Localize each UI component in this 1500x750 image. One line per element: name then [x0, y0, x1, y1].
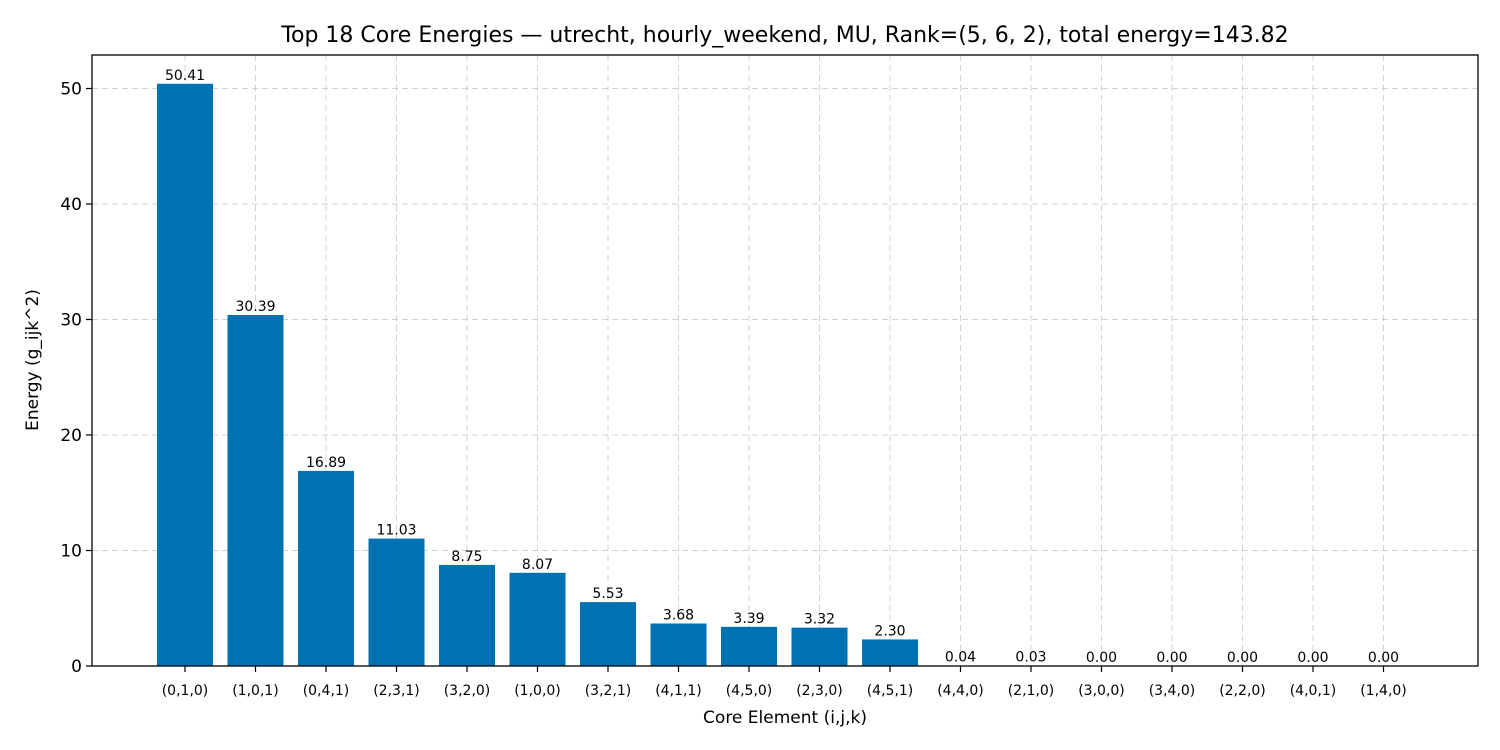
bar-value-label: 0.00: [1086, 650, 1117, 666]
bar-value-label: 3.32: [804, 612, 835, 628]
x-axis: (0,1,0) (1,0,1) (0,4,1) (2,3,1) (3,2,0) (1,0,…: [162, 666, 1407, 699]
bar-value-label: 8.07: [522, 557, 553, 573]
bar: [368, 538, 425, 666]
bar-value-label: 3.39: [733, 611, 764, 627]
bar-value-label: 0.04: [945, 650, 976, 666]
bar-value-label: 0.03: [1015, 650, 1046, 666]
x-tick-label: (1,4,0): [1360, 683, 1407, 699]
x-tick-label: (2,3,1): [373, 683, 420, 699]
bar-value-label: 0.00: [1297, 650, 1328, 666]
bar: [509, 572, 566, 666]
bar: [791, 627, 848, 666]
bar-value-label: 3.68: [663, 607, 694, 623]
y-tick-label: 20: [60, 426, 82, 446]
bar: [157, 83, 213, 666]
x-tick-label: (4,4,0): [937, 683, 984, 699]
y-tick-label: 0: [71, 657, 82, 677]
x-tick-label: (1,0,0): [514, 683, 561, 699]
bar-value-label: 50.41: [165, 68, 205, 84]
x-tick-label: (3,2,1): [585, 683, 632, 699]
bar: [650, 623, 707, 666]
data-labels-layer: 50.41 30.39 16.89 11.03 8.75 8.07 5.53 3.68 3.39…: [165, 68, 1399, 666]
y-axis: 0 10 20 30 40 50: [60, 79, 92, 677]
x-tick-label: (3,4,0): [1149, 683, 1196, 699]
bars-layer: [157, 83, 1059, 666]
bar: [862, 639, 918, 666]
bar-value-label: 0.00: [1156, 650, 1187, 666]
grid-layer: [92, 55, 1478, 667]
y-tick-label: 30: [60, 310, 82, 330]
x-tick-label: (2,1,0): [1008, 683, 1055, 699]
x-tick-label: (4,5,0): [726, 683, 773, 699]
x-tick-label: (4,1,1): [655, 683, 702, 699]
bar-value-label: 5.53: [592, 586, 623, 602]
bar-value-label: 8.75: [451, 549, 482, 565]
x-tick-label: (3,2,0): [444, 683, 491, 699]
y-tick-label: 10: [60, 541, 82, 561]
y-axis-label: Energy (g_ijk^2): [23, 289, 43, 431]
chart-title: Top 18 Core Energies — utrecht, hourly_w…: [280, 23, 1288, 48]
x-tick-label: (0,1,0): [162, 683, 209, 699]
bar: [721, 626, 777, 666]
x-tick-label: (4,0,1): [1290, 683, 1337, 699]
bar-value-label: 0.00: [1227, 650, 1258, 666]
x-tick-label: (0,4,1): [303, 683, 350, 699]
bar-value-label: 16.89: [306, 455, 346, 471]
bar-value-label: 2.30: [874, 623, 905, 639]
x-tick-label: (2,2,0): [1219, 683, 1266, 699]
bar-value-label: 0.00: [1368, 650, 1399, 666]
x-tick-label: (1,0,1): [232, 683, 279, 699]
bar-value-label: 30.39: [235, 299, 275, 315]
bar: [439, 564, 495, 666]
y-tick-label: 40: [60, 195, 82, 215]
x-axis-label: Core Element (i,j,k): [703, 708, 867, 728]
plot-frame: [91, 54, 1479, 667]
x-tick-label: (4,5,1): [867, 683, 914, 699]
bar-value-label: 11.03: [376, 523, 416, 539]
y-tick-label: 50: [60, 79, 82, 99]
x-tick-label: (2,3,0): [796, 683, 843, 699]
bar: [298, 470, 354, 666]
x-tick-label: (3,0,0): [1078, 683, 1125, 699]
bar: [227, 314, 284, 666]
bar: [580, 602, 636, 666]
